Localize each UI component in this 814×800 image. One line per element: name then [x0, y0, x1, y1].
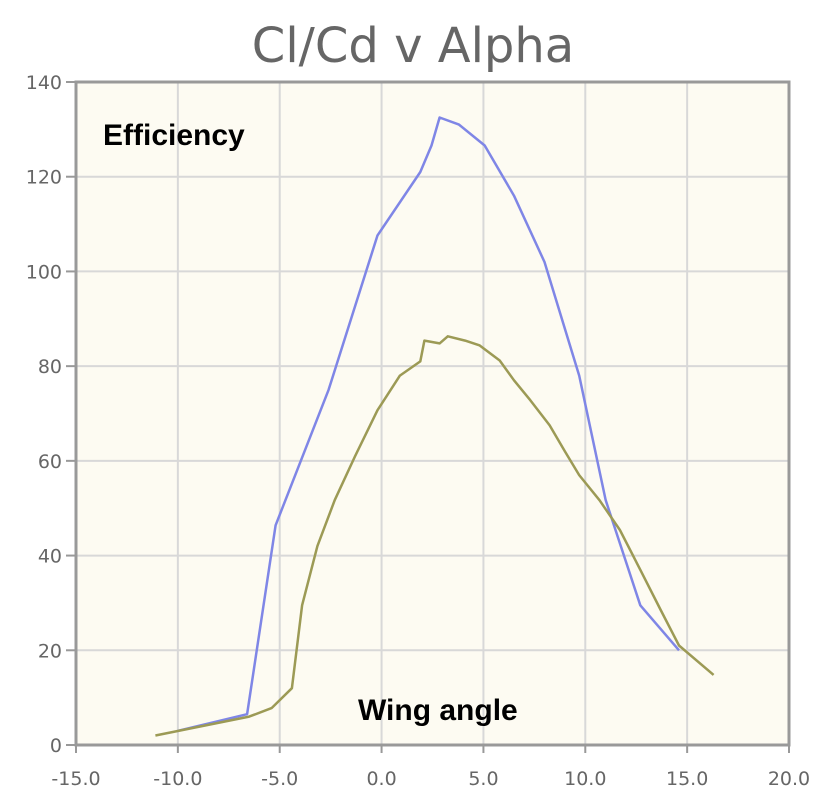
x-tick-label: 20.0 [768, 768, 810, 790]
y-tick-label: 100 [26, 261, 62, 283]
plot-area [76, 82, 789, 745]
y-tick-label: 120 [26, 167, 62, 189]
x-tick-label: 5.0 [468, 768, 498, 790]
x-tick-label: 0.0 [366, 768, 396, 790]
x-tick-label: -5.0 [261, 768, 298, 790]
y-tick-label: 20 [38, 640, 62, 662]
x-tick-label: -15.0 [51, 768, 100, 790]
chart-title: Cl/Cd v Alpha [252, 18, 574, 74]
y-tick-label: 140 [26, 72, 62, 94]
x-axis: -15.0 -10.0 -5.0 0.0 5.0 10.0 15.0 20.0 [51, 745, 810, 790]
y-tick-label: 40 [38, 546, 62, 568]
y-tick-label: 60 [38, 451, 62, 473]
x-tick-label: -10.0 [153, 768, 202, 790]
series-group [155, 116, 715, 737]
x-tick-label: 10.0 [564, 768, 606, 790]
series-line-1 [155, 335, 715, 737]
y-tick-label: 0 [50, 735, 62, 757]
annotation-wing-angle: Wing angle [358, 694, 518, 727]
annotation-efficiency: Efficiency [103, 119, 245, 152]
y-tick-label: 80 [38, 356, 62, 378]
grid [75, 81, 790, 746]
series-line-0 [177, 116, 680, 733]
x-tick-label: 15.0 [666, 768, 708, 790]
y-axis: 0 20 40 60 80 100 120 140 [26, 72, 76, 757]
